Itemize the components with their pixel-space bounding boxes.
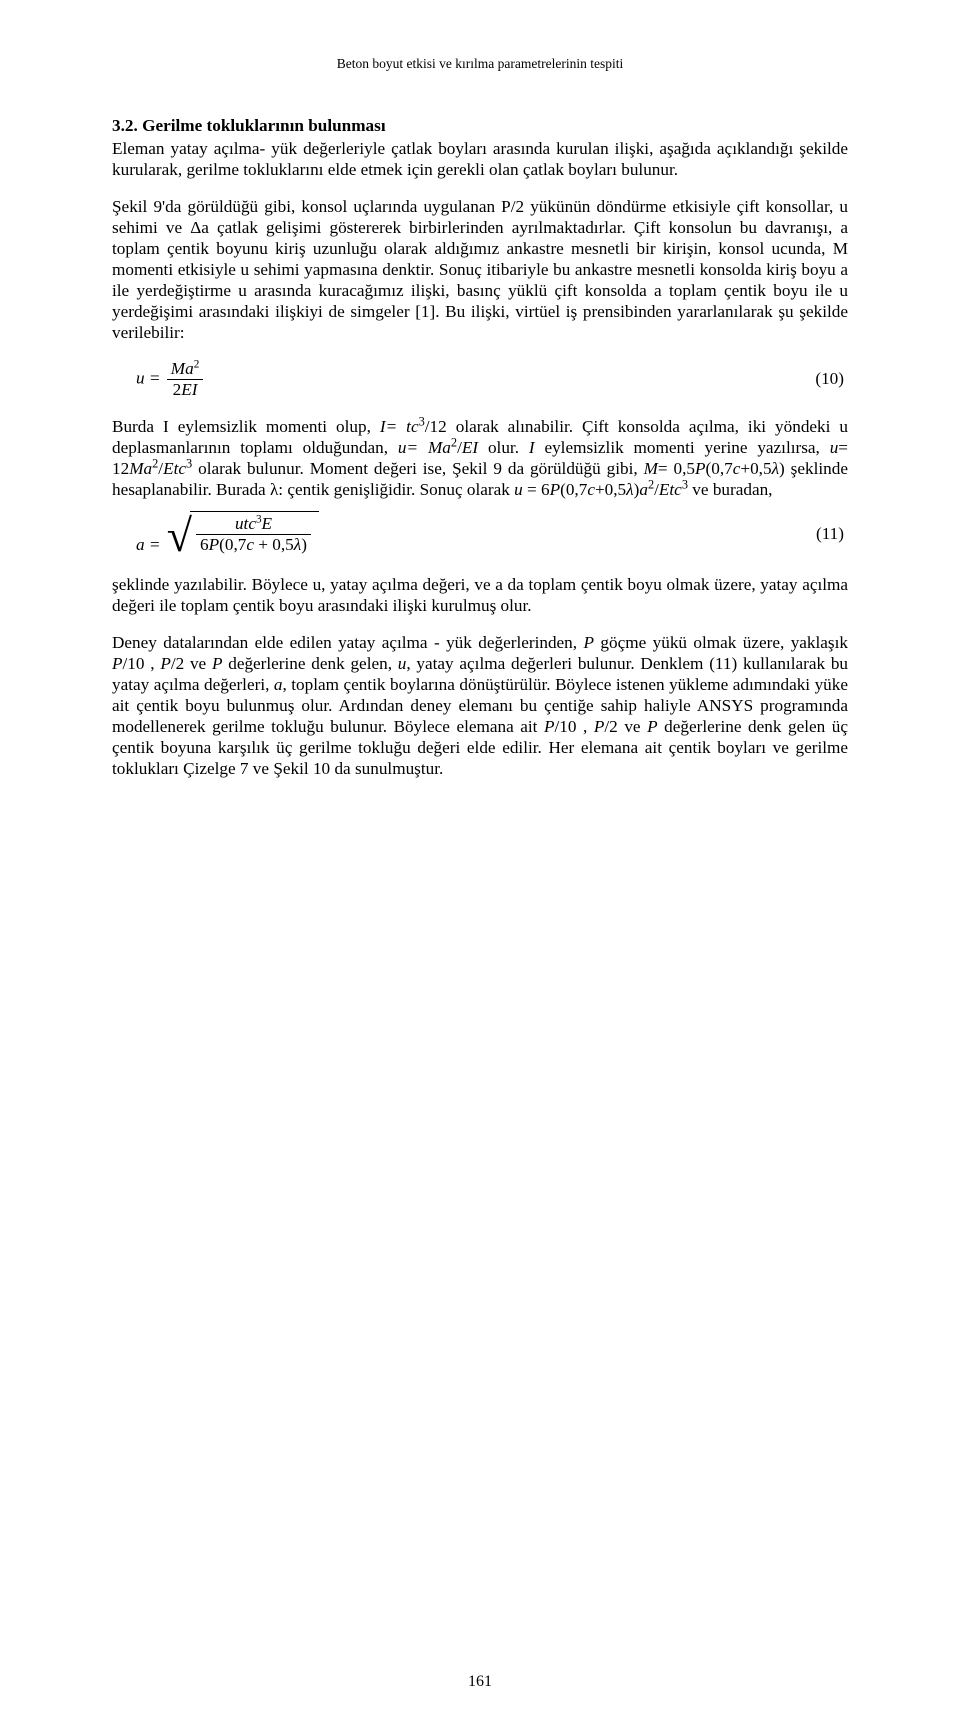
paragraph-after-eq10: Burda I eylemsizlik momenti olup, I= tc3… [112,417,848,501]
equation-11-row: a = √ utc3E 6P(0,7c + 0,5λ) (11) [112,511,848,557]
eq11-radicand: utc3E 6P(0,7c + 0,5λ) [190,511,319,557]
eq11-numerator: utc3E [196,515,311,535]
paragraph-derivation: Şekil 9'da görüldüğü gibi, konsol uçları… [112,197,848,344]
eq10-denominator: 2EI [167,380,204,399]
equation-10: u = Ma2 2EI [112,360,205,399]
paper-page: Beton boyut etkisi ve kırılma parametrel… [0,0,960,1730]
equation-10-number: (10) [815,369,848,390]
paragraph-after-eq11: şeklinde yazılabilir. Böylece u, yatay a… [112,575,848,617]
page-number: 161 [0,1672,960,1692]
radical-icon: √ [167,513,192,559]
eq11-fraction: utc3E 6P(0,7c + 0,5λ) [196,515,311,554]
paragraph-intro: Eleman yatay açılma- yük değerleriyle ça… [112,139,848,181]
eq11-sqrt: √ utc3E 6P(0,7c + 0,5λ) [167,511,319,557]
paragraph-experiment: Deney datalarından elde edilen yatay açı… [112,633,848,780]
equation-11: a = √ utc3E 6P(0,7c + 0,5λ) [112,511,319,557]
eq11-lhs: a = [136,535,161,554]
section-heading: 3.2. Gerilme tokluklarının bulunması [112,116,848,137]
running-head: Beton boyut etkisi ve kırılma parametrel… [112,56,848,72]
equation-11-number: (11) [816,524,848,545]
eq10-lhs: u = [136,369,161,388]
eq10-fraction: Ma2 2EI [167,360,204,399]
eq10-numerator: Ma2 [167,360,204,380]
equation-10-row: u = Ma2 2EI (10) [112,360,848,399]
eq11-denominator: 6P(0,7c + 0,5λ) [196,535,311,554]
